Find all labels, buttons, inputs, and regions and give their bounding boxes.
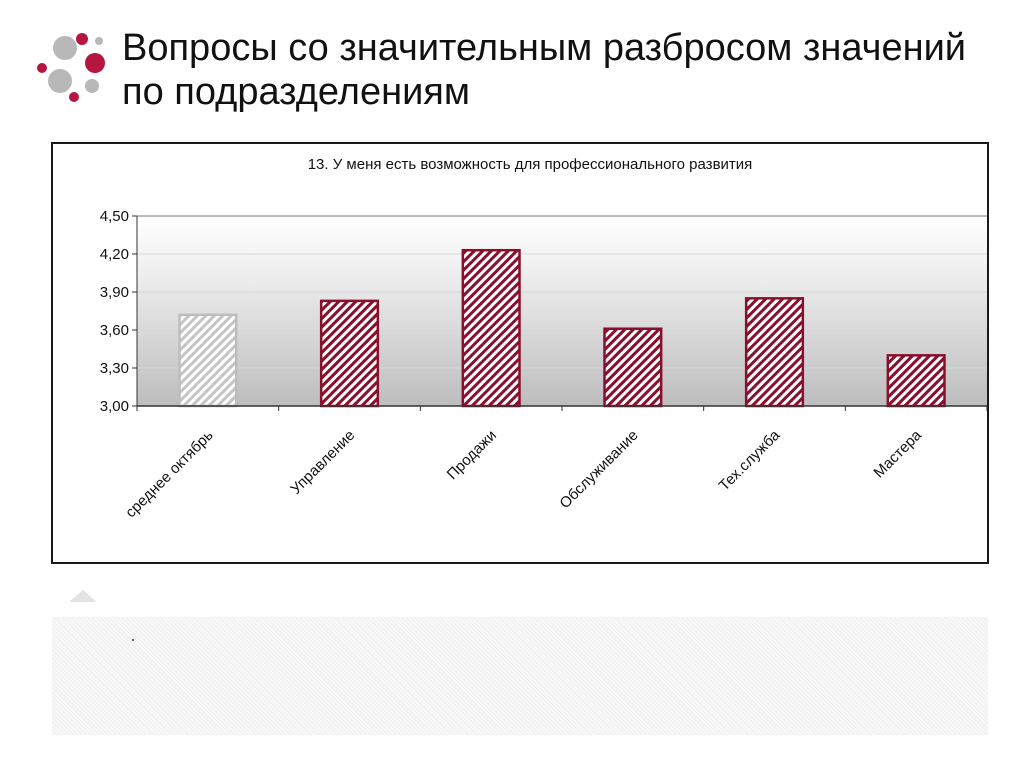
bar [461,248,521,408]
y-tick-label: 4,20 [100,246,129,263]
chart-frame: 13. У меня есть возможность для професси… [51,142,989,564]
bar [603,327,663,408]
x-category-label: среднее октябрь [122,427,217,522]
x-category-label: Продажи [444,427,500,483]
bar [744,297,805,408]
y-tick-label: 3,60 [100,322,129,339]
bar [319,299,380,408]
decorative-triangle [69,590,97,602]
x-category-label: Тех.служба [716,426,784,494]
plot-area [137,216,987,406]
logo-icon [37,33,105,102]
bar [886,354,946,408]
bar-chart: 13. У меня есть возможность для професси… [100,156,987,522]
bar [178,313,238,408]
notes-dot [132,639,134,641]
slide-title: Вопросы со значительным разбросом значен… [122,27,967,113]
x-category-label: Обслуживание [556,427,641,512]
y-tick-label: 3,30 [100,360,129,377]
x-category-label: Мастера [870,426,925,481]
notes-area [52,617,988,735]
y-tick-label: 3,90 [100,284,129,301]
x-category-label: Управление [287,427,358,498]
chart-title: 13. У меня есть возможность для професси… [308,156,753,173]
y-tick-label: 4,50 [100,208,129,225]
y-tick-label: 3,00 [100,398,129,415]
